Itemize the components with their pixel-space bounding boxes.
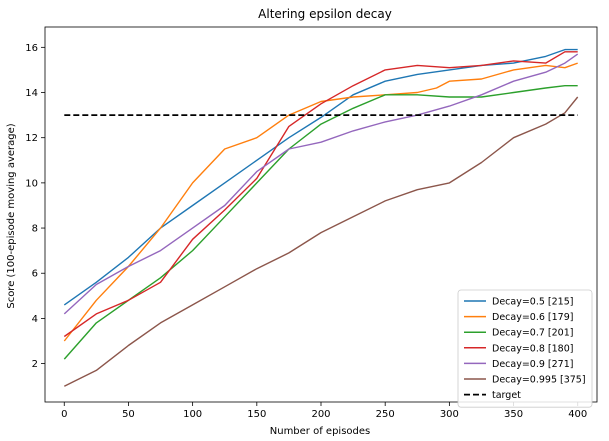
series-line-5 [63,96,579,387]
x-tick-label-7: 350 [504,409,523,420]
x-tick-label-0: 0 [61,409,67,420]
y-tick-label-7: 16 [25,43,38,54]
x-tick-label-3: 150 [247,409,266,420]
legend-box [457,289,593,408]
y-tick-label-6: 14 [25,88,38,99]
x-tick-label-2: 100 [183,409,202,420]
x-tick-label-4: 200 [311,409,330,420]
y-tick-label-2: 6 [32,269,38,280]
y-tick-label-5: 12 [25,133,38,144]
x-tick-label-1: 50 [122,409,135,420]
legend: Decay=0.5 [215] Decay=0.6 [179] Decay=0.7 … [457,289,593,408]
plot-area: 0 50 100 150 200 250 300 350 400 2 4 6 8 10 12 14 16 [25,26,598,420]
y-tick-label-4: 10 [25,178,38,189]
y-tick-label-1: 4 [32,314,38,325]
x-tick-label-5: 250 [376,409,395,420]
y-axis-label: Score (100-episode moving average) [6,123,17,308]
y-tick-label-0: 2 [32,359,38,370]
series-line-0 [63,48,578,306]
series-line-3 [63,51,578,338]
y-tick-label-3: 8 [32,224,38,235]
x-tick-label-8: 400 [568,409,587,420]
legend-label-1: Decay=0.6 [179] [492,312,573,323]
legend-label-2: Decay=0.7 [201] [492,328,573,339]
legend-label-3: Decay=0.8 [180] [492,343,573,354]
series-line-4 [63,53,579,315]
legend-label-5: Decay=0.995 [375] [492,375,586,386]
series-line-1 [63,62,578,342]
legend-label-0: Decay=0.5 [215] [492,297,573,308]
legend-label-6: target [492,390,521,401]
legend-label-4: Decay=0.9 [271] [492,359,573,370]
x-tick-label-6: 300 [440,409,459,420]
chart-title: Altering epsilon decay [258,7,392,21]
series-line-2 [63,84,578,360]
x-axis-label: Number of episodes [270,426,370,437]
